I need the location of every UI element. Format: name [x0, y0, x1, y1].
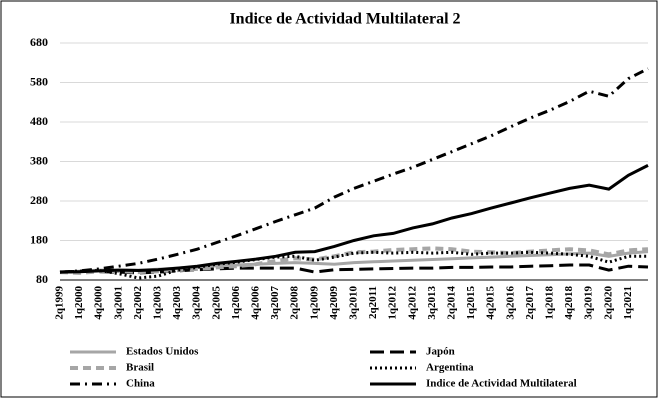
- x-tick-label: 2q2020: [602, 286, 614, 320]
- x-tick-label: 1q2018: [544, 286, 556, 320]
- x-tick-label: 2q2005: [210, 286, 222, 320]
- x-tick-label: 1q2012: [387, 286, 399, 320]
- legend-label: Argentina: [426, 362, 474, 374]
- x-tick-label: 2q1999: [54, 286, 66, 320]
- x-tick-label: 2q2011: [367, 286, 379, 319]
- x-tick-label: 3q2010: [348, 286, 360, 320]
- y-tick-label: 680: [30, 35, 48, 49]
- legend-label: Japón: [426, 346, 455, 358]
- legend-label: Estados Unidos: [126, 346, 199, 358]
- x-tick-label: 4q2006: [250, 286, 262, 320]
- legend-label: China: [126, 378, 155, 390]
- series-line: [59, 263, 649, 275]
- x-tick-label: 1q2000: [73, 286, 85, 320]
- chart-title: Indice de Actividad Multilateral 2: [229, 11, 460, 28]
- x-tick-label: 2q2002: [132, 286, 144, 320]
- x-tick-label: 1q2015: [465, 286, 477, 320]
- x-tick-label: 1q2021: [622, 286, 634, 320]
- x-tick-label: 1q2006: [230, 286, 242, 320]
- y-tick-label: 280: [30, 193, 48, 207]
- series-line: [59, 164, 649, 274]
- x-tick-label: 3q2013: [426, 286, 438, 320]
- x-tick-label: 4q2015: [485, 286, 497, 320]
- x-tick-label: 2q2008: [289, 286, 301, 320]
- x-tick-label: 1q2009: [308, 286, 320, 320]
- x-tick-label: 4q2012: [406, 286, 418, 320]
- y-tick-label: 480: [30, 114, 48, 128]
- x-tick-label: 4q2018: [563, 286, 575, 320]
- x-tick-label: 1q2003: [152, 286, 164, 320]
- y-tick-label: 180: [30, 232, 48, 246]
- x-tick-label: 3q2004: [191, 286, 203, 320]
- x-tick-label: 3q2016: [504, 286, 516, 320]
- x-tick-label: 3q2019: [583, 286, 595, 320]
- x-tick-label: 3q2007: [269, 286, 281, 320]
- y-tick-label: 580: [30, 74, 48, 88]
- x-tick-label: 4q2000: [93, 286, 105, 320]
- x-tick-label: 4q2003: [171, 286, 183, 320]
- x-tick-label: 3q2001: [112, 286, 124, 320]
- y-tick-label: 380: [30, 153, 48, 167]
- legend-label: Brasil: [126, 362, 154, 374]
- x-tick-label: 4q2009: [328, 286, 340, 320]
- legend-label: Indice de Actividad Multilateral: [426, 378, 577, 390]
- x-tick-label: 2q2014: [446, 286, 458, 320]
- series-line: [59, 246, 649, 275]
- y-tick-label: 80: [36, 272, 48, 286]
- x-tick-label: 2q2017: [524, 286, 536, 320]
